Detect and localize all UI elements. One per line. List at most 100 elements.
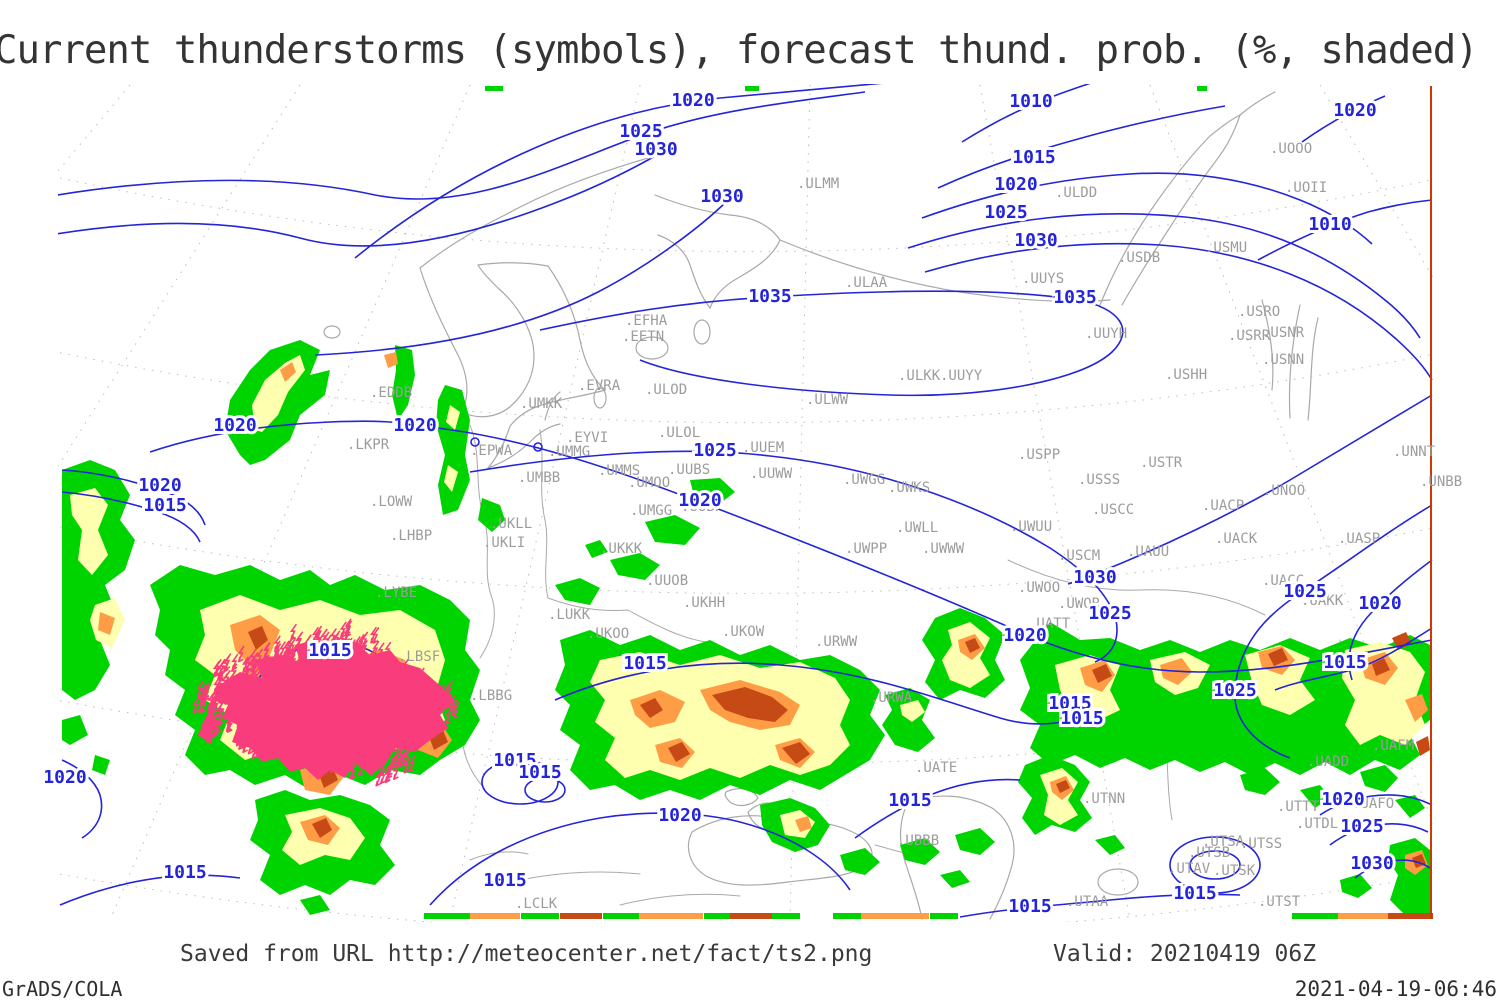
station-label: .UKOW — [722, 624, 765, 640]
station-label: .UTAA — [1066, 894, 1109, 910]
station-label: .UUBS — [668, 462, 710, 478]
station-label: .UWKS — [888, 480, 930, 496]
station-label: .UMMG — [548, 444, 590, 460]
isobar-label: 1015 — [623, 653, 666, 674]
station-label: .UACP — [1202, 498, 1244, 514]
isobar-label: 1020 — [1358, 593, 1401, 614]
station-labels-layer: .ULMM .ULAA .ULDD .UUYS .USMU .USDB .UOOO .UOII… — [347, 141, 1462, 912]
station-label: .UUYH — [1085, 326, 1127, 342]
station-label: .EYVI — [566, 430, 608, 446]
isobar-label: 1015 — [1173, 883, 1216, 904]
station-label: .UTSS — [1240, 836, 1282, 852]
station-label: .UTSB — [1188, 845, 1230, 861]
station-label: .LHBP — [390, 528, 432, 544]
station-label: .UACC — [1262, 573, 1304, 589]
station-label: .USRR — [1228, 328, 1271, 344]
station-label: .UMBB — [518, 470, 560, 486]
isobar-label: 1015 — [163, 862, 206, 883]
station-label: .UUOB — [646, 573, 688, 589]
station-label: .UNNT — [1393, 444, 1436, 460]
station-label: .UUBP — [681, 499, 723, 515]
station-label: .USTR — [1140, 455, 1183, 471]
station-label: .URWA — [870, 690, 913, 706]
isobar-label: 1015 — [483, 870, 526, 891]
station-label: .UASP — [1338, 531, 1380, 547]
station-label: .EVRA — [578, 378, 621, 394]
station-label: .LBSF — [398, 649, 440, 665]
generation-timestamp: 2021-04-19-06:46 — [1294, 977, 1497, 1000]
station-label: .UADD — [1307, 754, 1349, 770]
isobar-label: 1025 — [1340, 816, 1383, 837]
station-label: .UTSK — [1213, 863, 1256, 879]
station-label: .UMOO — [628, 475, 670, 491]
isobar-label: 1020 — [1321, 789, 1364, 810]
station-label: .UACK — [1215, 531, 1258, 547]
isobar-label: 1020 — [671, 90, 714, 111]
station-label: .UUWW — [750, 466, 793, 482]
station-label: .EPWA — [470, 443, 513, 459]
station-label: .UAFM — [1372, 738, 1414, 754]
isobar-label: 1020 — [994, 174, 1037, 195]
station-label: .LBBG — [470, 688, 512, 704]
isobar-label: 1020 — [658, 805, 701, 826]
isobar-label: 1015 — [1008, 896, 1051, 917]
station-label: .UWGG — [843, 472, 885, 488]
station-label: .UKHH — [683, 595, 725, 611]
station-label: .UWOR — [1058, 596, 1101, 612]
station-label: .UTST — [1258, 894, 1301, 910]
isobar-label: 1015 — [308, 640, 351, 661]
page-title: Current thunderstorms (symbols), forecas… — [0, 28, 1479, 73]
station-label: .ULAA — [845, 275, 888, 291]
saved-from-url-text: Saved from URL http://meteocenter.net/fa… — [180, 941, 873, 967]
isobar-label: 1020 — [393, 415, 436, 436]
station-label: .ULOD — [645, 382, 687, 398]
isobar-label: 1015 — [143, 495, 186, 516]
station-label: .UTNN — [1083, 791, 1125, 807]
station-label: .UUYY — [940, 368, 983, 384]
station-label: .USPP — [1018, 447, 1060, 463]
station-label: .ULOL — [658, 425, 700, 441]
station-label: .UMKK — [520, 396, 563, 412]
isobar-label: 1010 — [1308, 214, 1351, 235]
station-label: .EDDB — [370, 385, 412, 401]
station-label: .EETN — [622, 329, 664, 345]
isobar-label: 1010 — [1009, 91, 1052, 112]
station-label: .ULWW — [806, 392, 849, 408]
station-label: .USNN — [1262, 352, 1304, 368]
station-label: .UUEM — [742, 440, 784, 456]
isobar-label: 1020 — [213, 415, 256, 436]
station-label: .UWWW — [922, 541, 965, 557]
station-label: .UTDL — [1296, 816, 1338, 832]
station-label: .LYBE — [375, 585, 417, 601]
isobar-label: 1025 — [693, 440, 736, 461]
probability-shading — [62, 86, 1433, 919]
station-label: .UAKK — [1301, 593, 1344, 609]
grads-cola-credit: GrADS/COLA — [2, 977, 123, 1000]
station-label: .USNR — [1262, 325, 1305, 341]
station-label: .UWOO — [1018, 580, 1060, 596]
station-label: .USHH — [1165, 367, 1207, 383]
graticule-grid — [58, 84, 1433, 922]
isobar-label: 1025 — [1213, 680, 1256, 701]
station-label: .UTSA — [1202, 834, 1245, 850]
isobar-label: 1025 — [619, 121, 662, 142]
isobar-label: 1030 — [1014, 230, 1057, 251]
isobar-label: 1015 — [888, 790, 931, 811]
station-label: .UTAV — [1168, 861, 1211, 877]
station-label: .ULKK — [898, 368, 941, 384]
isobar-label: 1030 — [634, 139, 677, 160]
station-label: .UWPP — [845, 541, 887, 557]
station-label: .USSS — [1078, 472, 1120, 488]
station-label: .LUKK — [548, 607, 591, 623]
station-label: .UAUU — [1127, 544, 1169, 560]
station-label: .ULMM — [797, 176, 839, 192]
station-label: .UNBB — [1420, 474, 1462, 490]
coastlines — [323, 91, 1356, 920]
station-label: .ULDD — [1055, 185, 1097, 201]
station-label: .USDB — [1118, 250, 1160, 266]
station-label: .URWW — [815, 634, 858, 650]
isobar-label: 1025 — [1283, 581, 1326, 602]
